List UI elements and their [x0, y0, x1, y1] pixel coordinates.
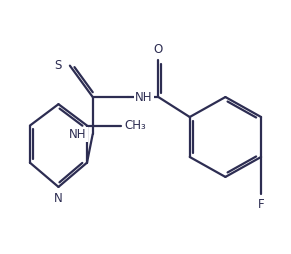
Text: S: S [54, 59, 62, 72]
Text: F: F [258, 198, 265, 211]
Text: O: O [154, 43, 163, 56]
Text: NH: NH [135, 90, 153, 104]
Text: N: N [54, 192, 63, 205]
Text: CH₃: CH₃ [125, 119, 146, 132]
Text: NH: NH [69, 128, 87, 141]
